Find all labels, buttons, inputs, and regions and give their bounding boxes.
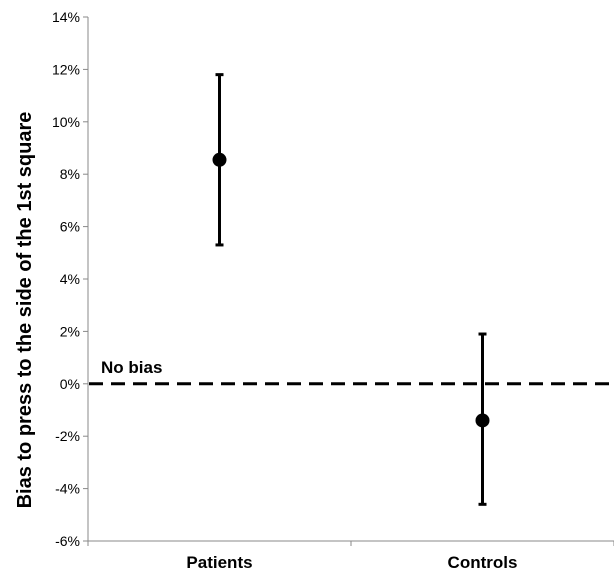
data-marks [212, 73, 490, 506]
y-tick-label: -4% [55, 481, 80, 497]
x-tick-label: Patients [186, 553, 252, 572]
y-tick-label: 4% [60, 271, 80, 287]
no-bias-label: No bias [101, 358, 162, 377]
y-tick-label: 2% [60, 323, 80, 339]
axes [83, 16, 614, 546]
data-point [475, 413, 490, 428]
y-tick-label: 10% [52, 114, 80, 130]
data-point [212, 152, 227, 167]
y-tick-label: -6% [55, 533, 80, 549]
y-tick-label: 6% [60, 219, 80, 235]
y-tick-label: 0% [60, 376, 80, 392]
y-tick-label: 12% [52, 61, 80, 77]
y-tick-label: 8% [60, 166, 80, 182]
y-tick-label: 14% [52, 9, 80, 25]
labels: Bias to press to the side of the 1st squ… [14, 9, 517, 572]
x-tick-label: Controls [448, 553, 518, 572]
y-axis-title: Bias to press to the side of the 1st squ… [14, 112, 36, 509]
y-tick-label: -2% [55, 428, 80, 444]
